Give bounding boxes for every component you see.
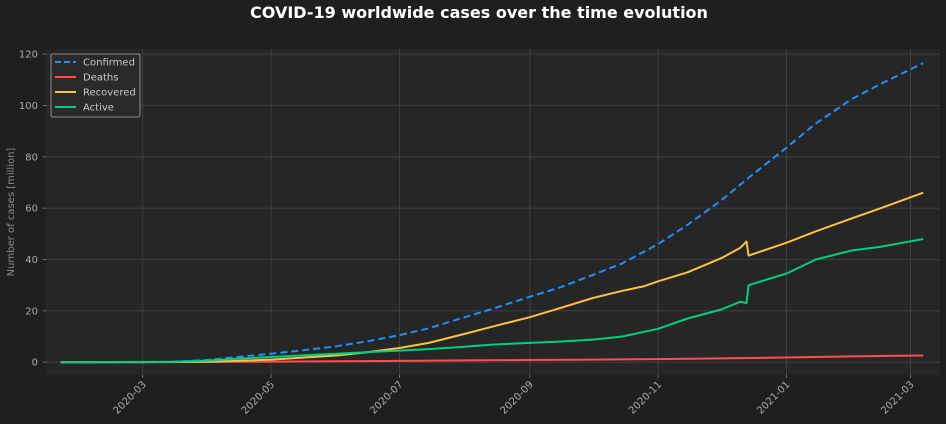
y-axis-label: Number of cases [million]: [6, 148, 17, 277]
series-line-recovered: [60, 191, 924, 364]
series-line-active: [60, 238, 924, 364]
legend-label-recovered: Recovered: [83, 88, 136, 99]
y-tick-label: 120: [19, 50, 38, 61]
y-tick-label: 0: [32, 358, 38, 369]
y-axis-ticks: 0 20 40 60 80 100 120: [19, 50, 46, 369]
series-line-confirmed: [60, 62, 924, 364]
legend-box: [50, 53, 141, 118]
series-lines: [60, 62, 924, 364]
y-tick-label: 60: [25, 204, 38, 215]
legend: Confirmed Deaths Recovered Active: [50, 53, 141, 118]
y-tick-label: 20: [25, 306, 38, 317]
y-tick-label: 80: [25, 152, 38, 163]
plot-area: [46, 49, 940, 375]
y-tick-label: 100: [19, 101, 38, 112]
y-tick-label: 40: [25, 255, 38, 266]
legend-label-active: Active: [83, 103, 114, 114]
legend-label-deaths: Deaths: [83, 73, 118, 84]
grid-lines: [46, 49, 940, 375]
legend-label-confirmed: Confirmed: [83, 58, 135, 69]
chart-title: COVID-19 worldwide cases over the time e…: [250, 3, 708, 22]
